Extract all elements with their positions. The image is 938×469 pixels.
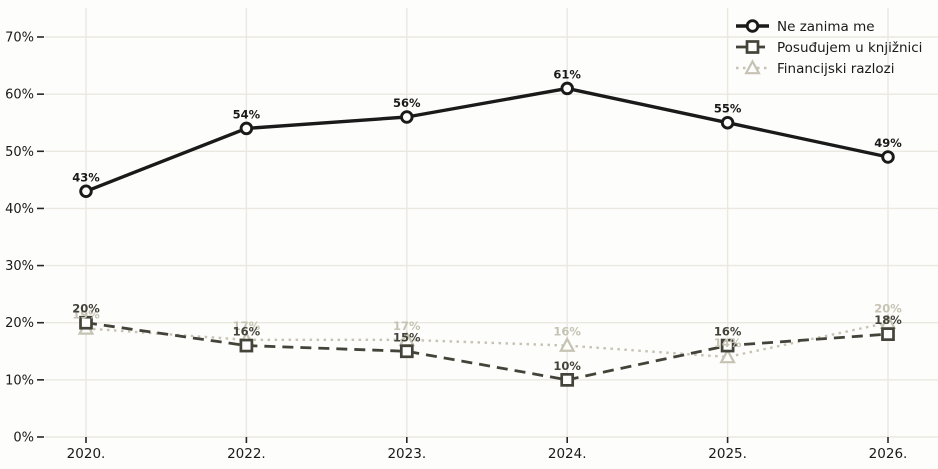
- legend-label: Financijski razlozi: [777, 61, 895, 77]
- square-marker: [720, 338, 735, 353]
- data-point-label: 49%: [874, 136, 902, 150]
- x-axis-label: 2022.: [227, 446, 266, 462]
- y-axis-label: 40%: [5, 202, 34, 217]
- series-line: [85, 321, 889, 382]
- series-solid: [79, 81, 895, 199]
- y-axis-label: 70%: [5, 31, 34, 46]
- data-point-label: 20%: [874, 302, 902, 316]
- y-axis-label: 50%: [5, 145, 34, 160]
- data-point-label: 61%: [553, 67, 581, 81]
- legend-label: Posuđujem u knjižnici: [777, 40, 922, 56]
- data-point-label: 18%: [874, 313, 902, 327]
- y-axis-label: 60%: [5, 88, 34, 103]
- y-axis-label: 0%: [13, 431, 34, 446]
- square-marker: [881, 327, 895, 341]
- circle-marker: [881, 150, 895, 164]
- circle-marker: [720, 115, 735, 130]
- x-axis-label: 2025.: [708, 446, 747, 462]
- data-point-label: 20%: [72, 302, 100, 316]
- circle-marker: [239, 121, 254, 136]
- legend: Ne zanima me Posuđujem u knjižnici Financi…: [736, 19, 922, 77]
- triangle-marker: [744, 59, 761, 75]
- square-marker: [745, 40, 760, 54]
- y-axis-label: 10%: [5, 373, 34, 388]
- series-dashed: [79, 315, 895, 387]
- data-point-label: 10%: [553, 359, 581, 373]
- data-point-label: 17%: [393, 319, 421, 333]
- data-point-label: 16%: [233, 325, 261, 339]
- data-point-label: 19%: [72, 307, 100, 321]
- x-axis-label: 2026.: [869, 446, 908, 462]
- series-line: [85, 86, 889, 193]
- data-point-label: 56%: [393, 96, 421, 110]
- x-axis-label: 2023.: [387, 446, 426, 462]
- square-marker: [79, 315, 93, 330]
- data-point-label: 16%: [553, 325, 581, 339]
- data-point-label: 17%: [233, 319, 261, 333]
- data-point-label: 43%: [72, 170, 100, 184]
- square-marker: [560, 373, 575, 387]
- data-point-label: 15%: [393, 330, 421, 344]
- triangle-marker: [719, 348, 736, 364]
- series-line: [85, 321, 889, 359]
- data-point-label: 16%: [714, 325, 742, 339]
- data-point-label: 54%: [233, 107, 261, 121]
- square-marker: [239, 338, 254, 353]
- circle-marker: [560, 81, 574, 96]
- legend-label: Ne zanima me: [777, 19, 875, 35]
- data-point-label: 14%: [714, 336, 742, 350]
- circle-marker: [400, 110, 414, 124]
- x-axis-label: 2020.: [67, 446, 106, 462]
- triangle-marker: [558, 336, 576, 352]
- y-axis-label: 30%: [5, 259, 34, 274]
- circle-marker: [79, 184, 93, 199]
- x-axis-label: 2024.: [548, 446, 587, 462]
- circle-marker: [745, 19, 760, 33]
- data-point-label: 55%: [714, 102, 742, 116]
- y-axis-label: 20%: [5, 316, 34, 331]
- square-marker: [399, 344, 414, 359]
